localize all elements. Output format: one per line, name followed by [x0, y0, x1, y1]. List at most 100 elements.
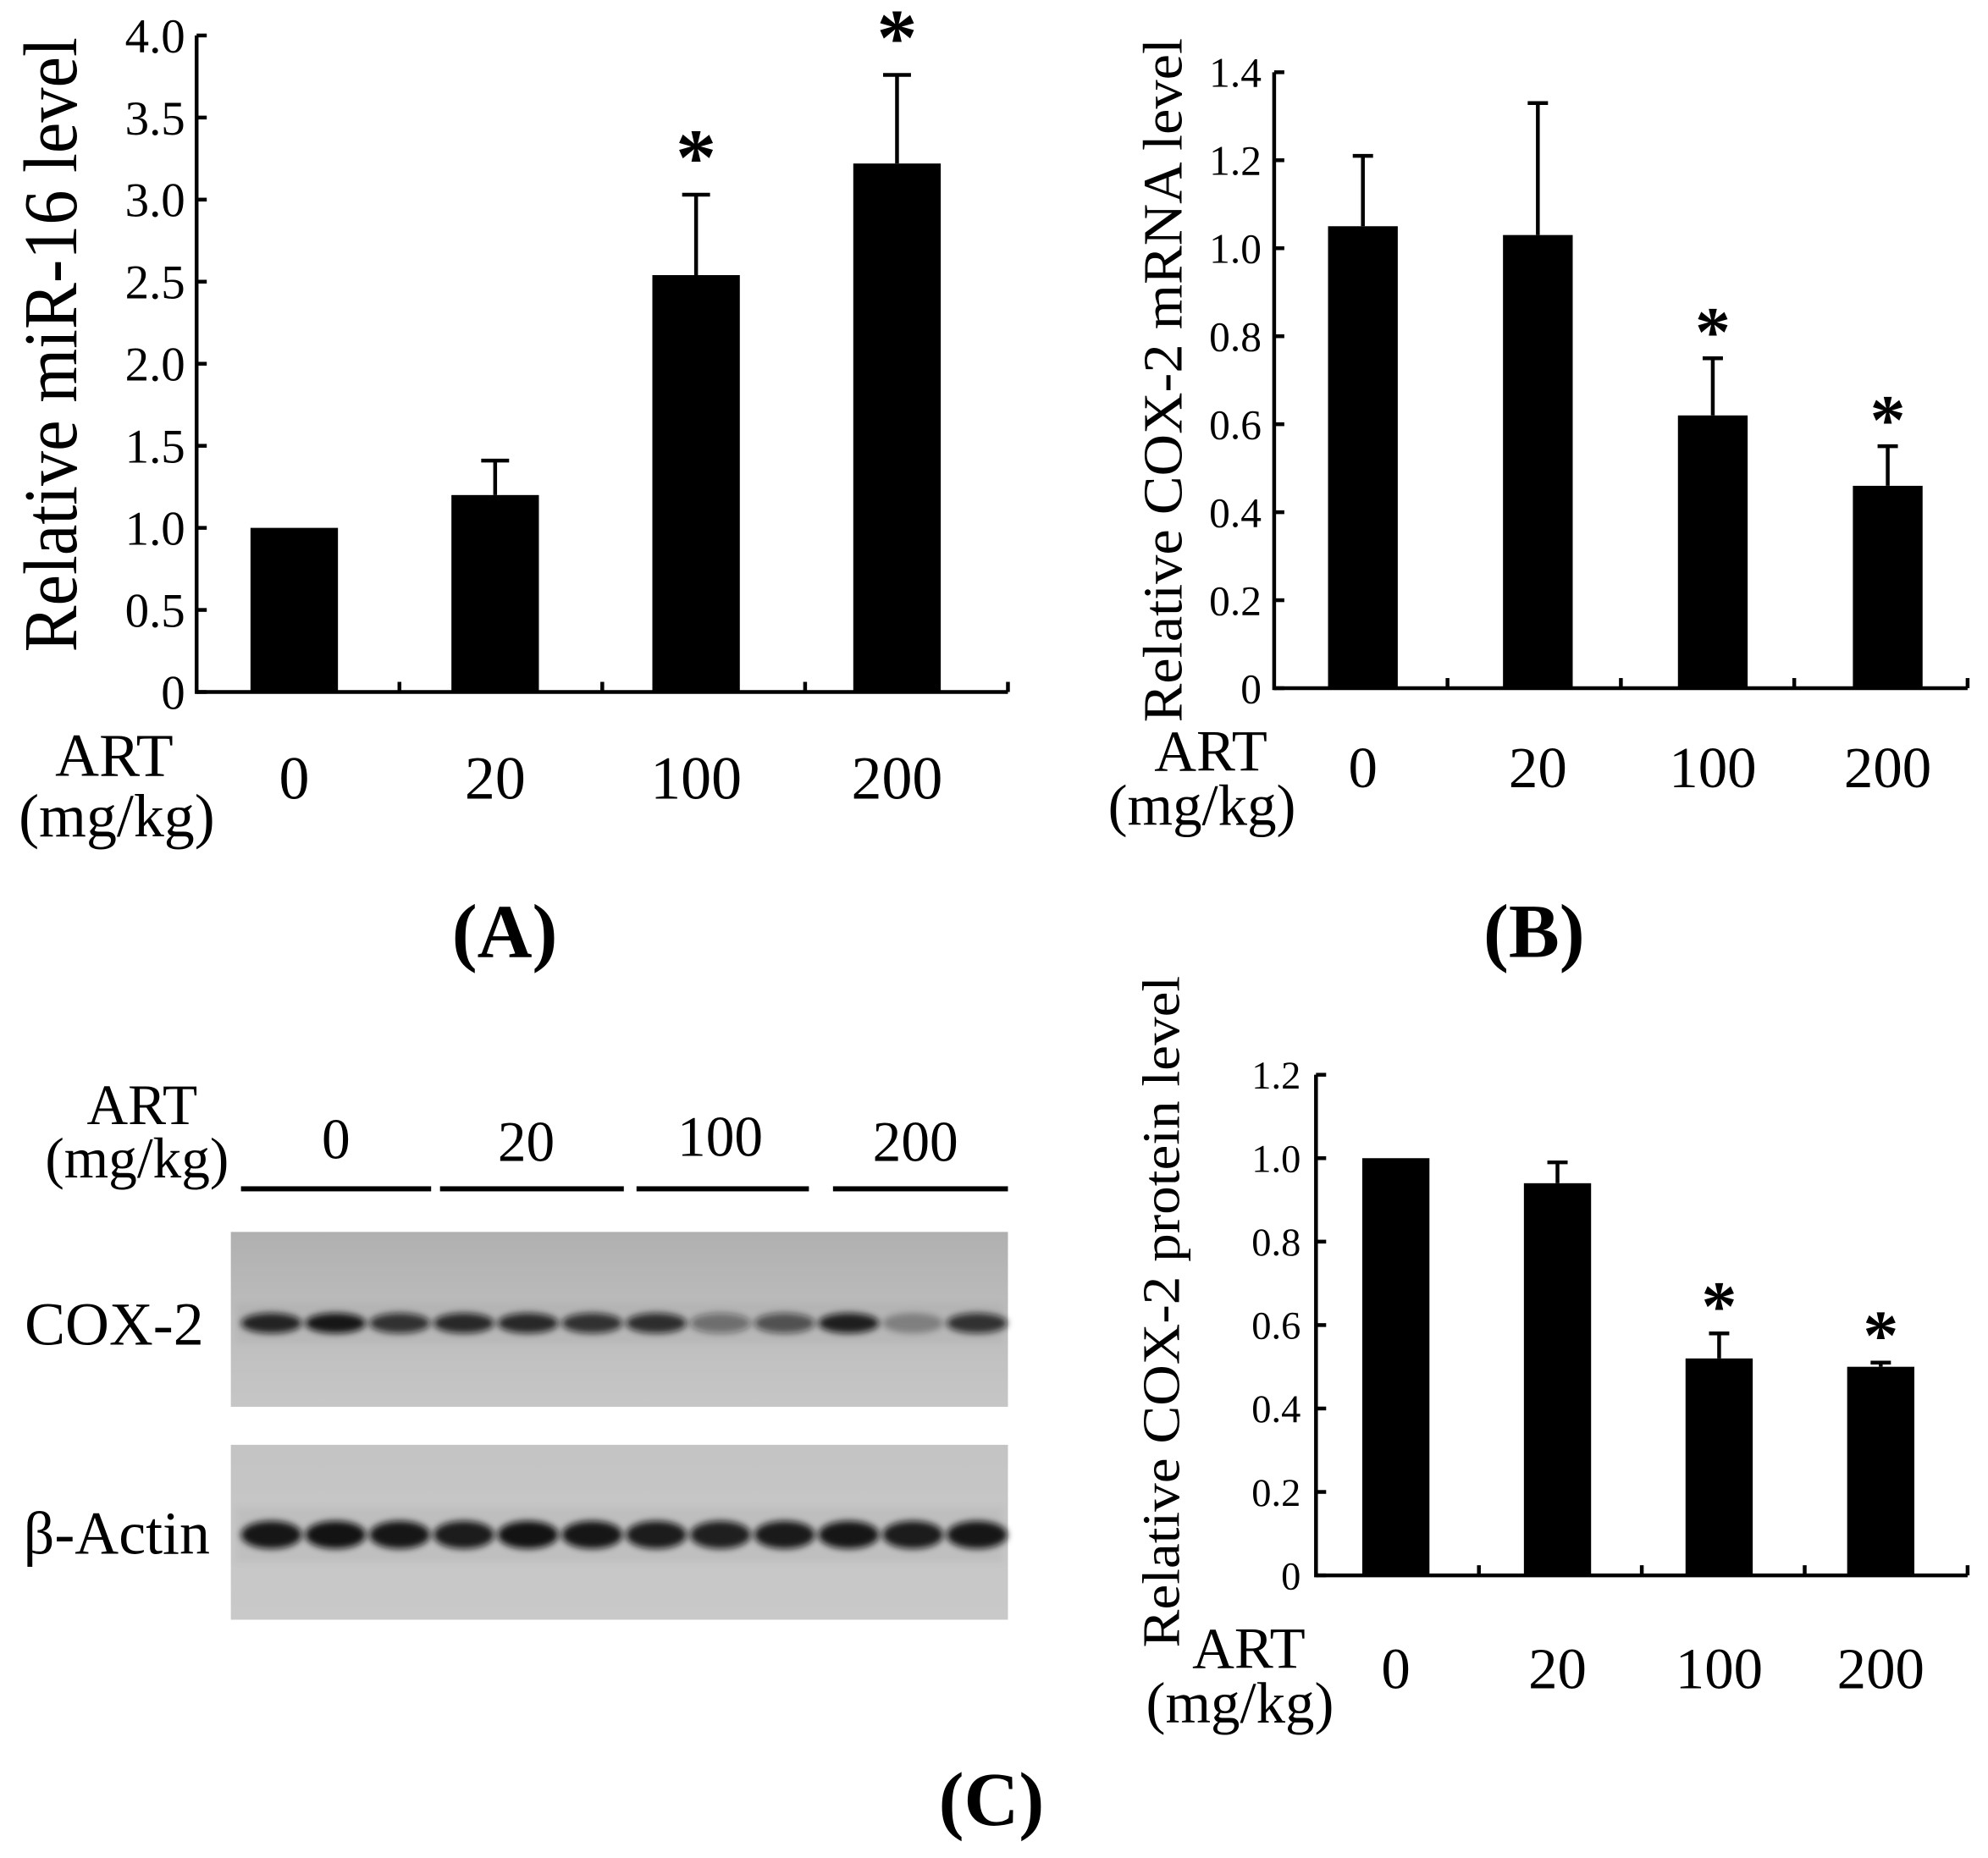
x-category-label-100: 100 — [650, 744, 742, 812]
band-cox2-lane-5 — [497, 1313, 559, 1334]
x-category-label-200: 200 — [1844, 736, 1931, 800]
y-tick-label: 0.6 — [1251, 1305, 1300, 1348]
y-tick-label: 0 — [1281, 1555, 1300, 1598]
significance-marker-100: * — [1701, 1267, 1737, 1346]
band-cox2-lane-9 — [754, 1313, 815, 1334]
panel-c-chart: Relative COX-2 protein level 0 20 * 100 * 200… — [1132, 976, 1970, 1735]
y-tick-label: 1.4 — [1209, 50, 1262, 96]
y-tick-label: 4.0 — [125, 10, 185, 63]
significance-marker-200: * — [877, 0, 918, 82]
y-tick-label: 0.4 — [1251, 1388, 1300, 1431]
blot-row-label-cox2: COX-2 — [25, 1291, 204, 1359]
blot-row-label-beta-actin: β-Actin — [24, 1500, 210, 1568]
dose-group-line-0 — [240, 1186, 432, 1192]
x-category-label-0: 0 — [1381, 1636, 1410, 1701]
band-beta-actin-lane-6 — [561, 1520, 623, 1549]
panel-a: Relative miR-16 level 0 20 * 100 * 200 0 0.5 1.0… — [9, 0, 1010, 973]
y-axis-label: Relative COX-2 protein level — [1132, 976, 1191, 1648]
y-tick-label: 0.8 — [1251, 1221, 1300, 1265]
panel-label-c: (C) — [939, 1758, 1045, 1842]
x-category-label-0: 0 — [279, 744, 310, 812]
y-tick-label: 1.0 — [125, 503, 185, 556]
band-cox2-lane-11 — [882, 1313, 944, 1334]
x-axis-label-art: ART — [1154, 719, 1267, 783]
x-category-label-0: 0 — [1348, 736, 1377, 800]
x-category-label-100: 100 — [1669, 736, 1756, 800]
band-beta-actin-lane-1 — [240, 1520, 302, 1549]
x-category-label-200: 200 — [852, 744, 943, 812]
significance-marker-200: * — [1870, 381, 1906, 460]
x-category-label-100: 100 — [1676, 1636, 1763, 1701]
band-cox2-lane-6 — [561, 1313, 623, 1334]
band-beta-actin-lane-8 — [689, 1520, 751, 1549]
band-beta-actin-lane-4 — [433, 1520, 494, 1549]
y-tick-label: 0.8 — [1209, 313, 1262, 360]
bar-200 — [853, 163, 942, 692]
y-tick-label: 0.4 — [1209, 489, 1262, 536]
bar-100 — [1685, 1358, 1753, 1576]
y-tick-label: 0 — [1240, 665, 1262, 712]
y-tick-label: 0.6 — [1209, 401, 1262, 448]
x-category-label-200: 200 — [1837, 1636, 1924, 1701]
band-cox2-lane-8 — [689, 1313, 751, 1334]
band-beta-actin-lane-3 — [369, 1520, 431, 1549]
blot-unit-label: (mg/kg) — [45, 1127, 229, 1190]
x-axis-label-art: ART — [55, 721, 173, 789]
x-category-label-20: 20 — [1509, 736, 1567, 800]
y-tick-label: 1.0 — [1251, 1139, 1300, 1182]
band-beta-actin-lane-7 — [626, 1520, 688, 1549]
x-axis-label-unit: (mg/kg) — [19, 782, 215, 850]
panel-label-a: (A) — [452, 890, 558, 973]
bar-100 — [1677, 415, 1748, 689]
panel-label-b: (B) — [1483, 890, 1585, 973]
y-tick-label: 1.5 — [125, 421, 185, 474]
y-tick-label: 1.0 — [1209, 226, 1262, 273]
x-axis-label-unit: (mg/kg) — [1108, 774, 1296, 838]
panel-b: Relative COX-2 mRNA level 0 20 * 100 * 200 0 0.… — [1108, 38, 1970, 973]
y-tick-label: 0.2 — [1209, 577, 1262, 624]
x-category-label-20: 20 — [1528, 1636, 1587, 1701]
bar-200 — [1847, 1366, 1915, 1576]
y-axis-label: Relative miR-16 level — [9, 37, 93, 652]
band-cox2-lane-4 — [433, 1313, 494, 1334]
band-beta-actin-lane-11 — [882, 1520, 944, 1549]
dose-group-line-200 — [832, 1186, 1008, 1192]
blot-dose-label-0: 0 — [322, 1108, 351, 1172]
band-cox2-lane-2 — [305, 1313, 367, 1334]
y-tick-label: 2.5 — [125, 256, 185, 310]
y-tick-label: 0.5 — [125, 584, 185, 637]
bar-200 — [1853, 485, 1923, 689]
band-cox2-lane-1 — [240, 1313, 302, 1334]
blot-bands-cox2 — [235, 1303, 1008, 1344]
blot-dose-label-20: 20 — [498, 1111, 555, 1174]
band-beta-actin-lane-2 — [305, 1520, 367, 1549]
y-tick-label: 3.5 — [125, 92, 185, 146]
chart-b-plot: 0 20 * 100 * 200 0 0.2 0.4 0.6 0.8 1.0 1.2 1.4 — [1209, 50, 1970, 800]
band-cox2-lane-12 — [947, 1313, 1008, 1334]
y-tick-label: 1.2 — [1251, 1055, 1300, 1098]
blot-art-label: ART — [86, 1073, 197, 1137]
y-axis-label: Relative COX-2 mRNA level — [1133, 38, 1195, 723]
significance-marker-200: * — [1863, 1296, 1898, 1375]
significance-marker-100: * — [1695, 293, 1731, 372]
y-tick-label: 2.0 — [125, 339, 185, 392]
band-beta-actin-lane-10 — [818, 1520, 880, 1549]
y-tick-label: 3.0 — [125, 174, 185, 228]
bar-20 — [1503, 234, 1573, 689]
significance-marker-100: * — [676, 113, 716, 202]
y-tick-label: 0.2 — [1251, 1472, 1300, 1515]
dose-group-line-100 — [636, 1186, 809, 1192]
chart-c-plot: 0 20 * 100 * 200 0 0.2 0.4 0.6 0.8 1.0 1.2 — [1251, 1055, 1970, 1701]
dose-group-line-20 — [439, 1186, 624, 1192]
x-axis-label-art: ART — [1192, 1616, 1306, 1680]
blot-bands-beta-actin — [235, 1507, 1008, 1563]
band-cox2-lane-3 — [369, 1313, 431, 1334]
bar-0 — [1361, 1158, 1430, 1576]
blot-dose-label-200: 200 — [873, 1111, 958, 1174]
band-beta-actin-lane-9 — [754, 1520, 815, 1549]
band-cox2-lane-7 — [626, 1313, 688, 1334]
band-beta-actin-lane-5 — [497, 1520, 559, 1549]
bar-20 — [1523, 1183, 1592, 1576]
